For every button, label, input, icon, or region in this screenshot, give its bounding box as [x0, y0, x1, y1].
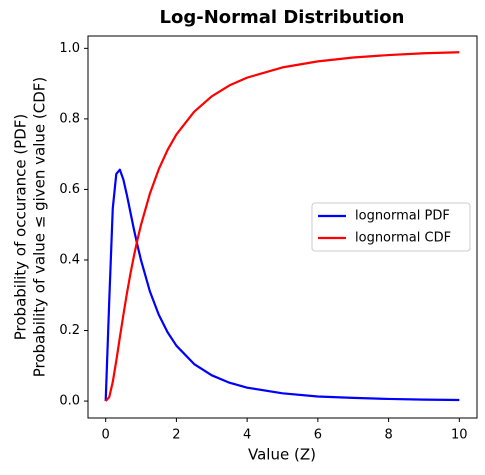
line-series: [104, 51, 460, 402]
x-tick-label: 10: [451, 428, 468, 443]
x-tick-label: 6: [314, 428, 322, 443]
chart-title: Log-Normal Distribution: [160, 7, 405, 28]
x-tick-label: 4: [243, 428, 251, 443]
y-axis-label: Probability of value ≤ given value (CDF): [31, 77, 49, 378]
x-axis-label: Value (Z): [248, 446, 316, 464]
legend-label: lognormal CDF: [355, 231, 451, 246]
x-tick-label: 8: [384, 428, 392, 443]
y-tick-label: 0.8: [59, 111, 80, 126]
axes-frame: [87, 35, 478, 419]
x-tick-label: 0: [102, 428, 110, 443]
y-tick-label: 0.0: [59, 394, 80, 409]
legend-label: lognormal PDF: [355, 209, 450, 224]
y-tick-label: 1.0: [59, 41, 80, 56]
y-tick-label: 0.4: [59, 252, 80, 267]
y-axis-label: Probability of occurance (PDF): [12, 114, 30, 341]
y-tick-label: 0.6: [59, 182, 80, 197]
line-series: [104, 168, 460, 402]
y-tick-label: 0.2: [59, 323, 80, 338]
x-tick-label: 2: [172, 428, 180, 443]
legend-box: [311, 202, 471, 252]
